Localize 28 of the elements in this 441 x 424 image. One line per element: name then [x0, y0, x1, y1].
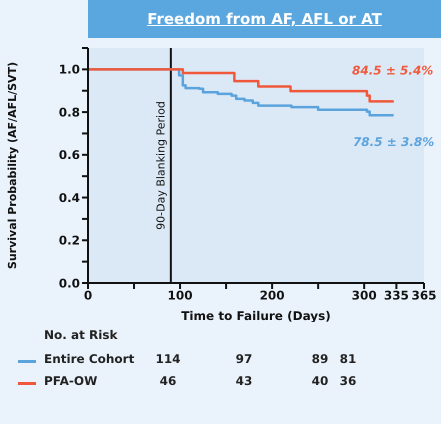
x-tick-label: 0	[84, 288, 92, 303]
x-tick-label: 200	[260, 288, 285, 303]
y-tick-label: 0.0	[58, 276, 80, 290]
text: No. at Risk	[44, 328, 118, 342]
legend-label: PFA-OW	[44, 374, 98, 388]
text: 81	[338, 352, 358, 366]
x-tick-label: 100	[168, 288, 193, 303]
text: 89	[310, 352, 330, 366]
chart-title: Freedom from AF, AFL or AT	[88, 0, 441, 38]
ref-line-label: 90-Day Blanking Period	[154, 101, 168, 230]
text: 97	[234, 352, 254, 366]
annotation: 78.5 ± 3.8%	[352, 134, 434, 149]
legend-label: Entire Cohort	[44, 352, 134, 366]
annotation: 84.5 ± 5.4%	[352, 63, 434, 78]
x-tick-label: 300	[352, 288, 377, 303]
text: 36	[338, 374, 358, 388]
y-axis-title: Survival Probability (AF/AFL/SVT)	[6, 62, 19, 270]
y-tick-label: 0.6	[58, 148, 80, 162]
text: 46	[158, 374, 178, 388]
text: 43	[234, 374, 254, 388]
y-tick-label: 0.2	[58, 234, 80, 248]
text: 40	[310, 374, 330, 388]
y-tick-label: 1.0	[58, 62, 80, 77]
text: 114	[154, 352, 182, 366]
y-tick-label: 0.4	[58, 190, 80, 205]
x-tick-label: 365	[411, 288, 437, 303]
y-tick-label: 0.8	[58, 105, 80, 120]
x-tick-label: 335	[384, 288, 409, 303]
